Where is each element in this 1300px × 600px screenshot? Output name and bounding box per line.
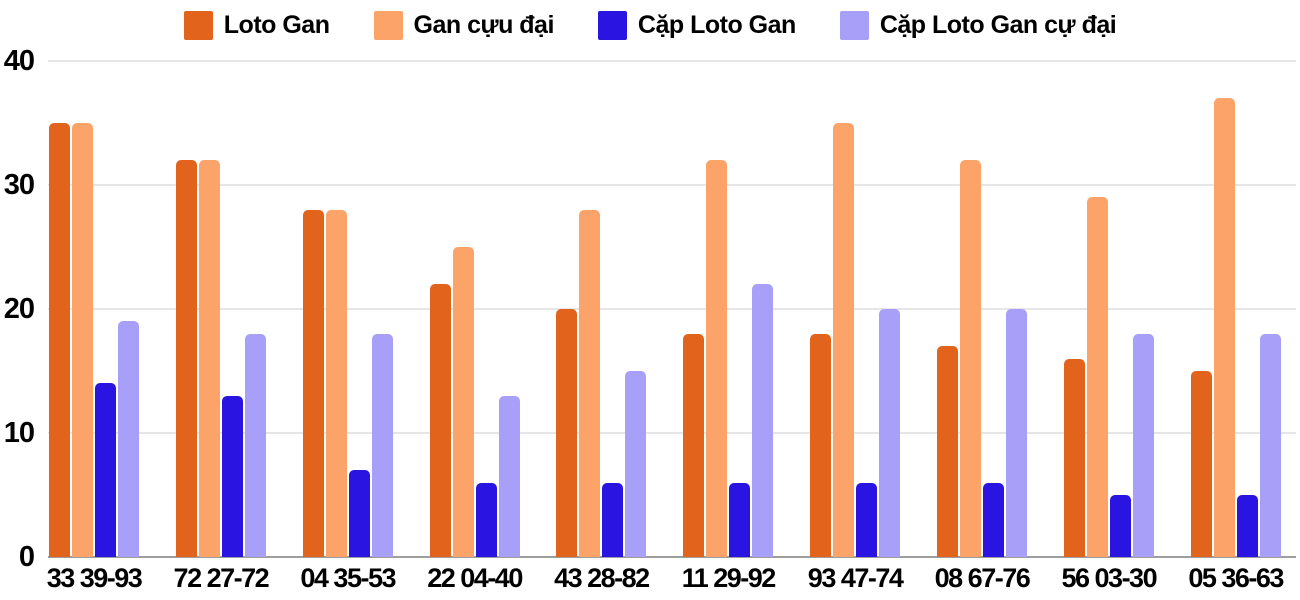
x-category-label: 56 03-30 xyxy=(1061,563,1158,593)
bar-cặp-loto-gan-cự-đại-05-36-63 xyxy=(1259,333,1281,557)
bar-loto-gan-11-29-92 xyxy=(683,333,705,557)
bar-cặp-loto-gan-cự-đại-33-39-93 xyxy=(118,321,139,557)
legend-label: Gan cựu đại xyxy=(413,10,555,39)
bar-gan-cựu-đại-05-36-63 xyxy=(1213,98,1235,557)
x-category-label: 72 27-72 xyxy=(173,563,270,593)
bar-loto-gan-08-67-76 xyxy=(936,346,958,557)
gridline-y30 xyxy=(48,184,1296,186)
x-category-label: 04 35-53 xyxy=(300,563,396,593)
bar-cặp-loto-gan-cự-đại-56-03-30 xyxy=(1132,333,1154,557)
bar-gan-cựu-đại-72-27-72 xyxy=(198,160,220,557)
chart-legend: Loto Gan Gan cựu đại Cặp Loto Gan Cặp Loto … xyxy=(0,6,1300,44)
x-axis-line xyxy=(48,556,1296,558)
bar-gan-cựu-đại-04-35-53 xyxy=(325,209,347,557)
x-category-label: 05 36-63 xyxy=(1188,563,1284,593)
gridline-y40 xyxy=(48,60,1296,62)
y-tick-label: 40 xyxy=(3,45,35,77)
gridline-y10 xyxy=(48,432,1296,434)
bar-loto-gan-05-36-63 xyxy=(1190,371,1212,557)
bar-gan-cựu-đại-93-47-74 xyxy=(833,123,855,557)
legend-item-series-3[interactable]: Cặp Loto Gan cự đại xyxy=(839,10,1117,40)
x-category-label: 43 28-82 xyxy=(554,563,650,593)
bar-cặp-loto-gan-08-67-76 xyxy=(982,482,1004,557)
legend-label: Cặp Loto Gan cự đại xyxy=(879,10,1117,39)
bar-loto-gan-33-39-93 xyxy=(49,123,70,557)
x-category-label: 08 67-76 xyxy=(934,563,1031,593)
y-tick-label: 20 xyxy=(3,293,35,325)
y-tick-label: 30 xyxy=(3,169,35,201)
x-category-label: 33 39-93 xyxy=(46,563,143,593)
legend-label: Loto Gan xyxy=(223,10,330,39)
bar-cặp-loto-gan-11-29-92 xyxy=(729,482,751,557)
bar-loto-gan-04-35-53 xyxy=(302,209,324,557)
legend-swatch-icon xyxy=(597,10,627,40)
bar-gan-cựu-đại-56-03-30 xyxy=(1086,197,1108,557)
bar-cặp-loto-gan-43-28-82 xyxy=(602,482,624,557)
legend-swatch-icon xyxy=(183,10,213,40)
legend-label: Cặp Loto Gan xyxy=(637,10,796,39)
legend-item-series-0[interactable]: Loto Gan xyxy=(183,10,330,40)
legend-swatch-icon xyxy=(373,10,403,40)
bar-cặp-loto-gan-cự-đại-11-29-92 xyxy=(752,284,774,557)
bar-loto-gan-56-03-30 xyxy=(1063,358,1085,557)
bar-loto-gan-43-28-82 xyxy=(556,309,578,557)
bar-cặp-loto-gan-33-39-93 xyxy=(95,383,116,557)
bar-cặp-loto-gan-cự-đại-72-27-72 xyxy=(244,333,266,557)
bar-gan-cựu-đại-22-04-40 xyxy=(452,247,474,557)
legend-swatch-icon xyxy=(839,10,869,40)
bar-cặp-loto-gan-05-36-63 xyxy=(1236,495,1258,557)
legend-item-series-1[interactable]: Gan cựu đại xyxy=(373,10,555,40)
bar-cặp-loto-gan-cự-đại-43-28-82 xyxy=(625,371,647,557)
x-category-label: 11 29-92 xyxy=(681,563,777,593)
bar-gan-cựu-đại-08-67-76 xyxy=(959,160,981,557)
bar-loto-gan-22-04-40 xyxy=(429,284,451,557)
bar-cặp-loto-gan-cự-đại-93-47-74 xyxy=(879,309,901,557)
bar-cặp-loto-gan-93-47-74 xyxy=(856,482,878,557)
y-tick-label: 0 xyxy=(18,541,35,573)
bar-gan-cựu-đại-33-39-93 xyxy=(72,123,93,557)
bar-cặp-loto-gan-cự-đại-04-35-53 xyxy=(371,333,393,557)
x-category-label: 93 47-74 xyxy=(807,563,904,593)
bar-cặp-loto-gan-cự-đại-22-04-40 xyxy=(498,395,520,557)
legend-item-series-2[interactable]: Cặp Loto Gan xyxy=(597,10,796,40)
bar-loto-gan-93-47-74 xyxy=(810,333,832,557)
x-category-label: 22 04-40 xyxy=(427,563,523,593)
bar-loto-gan-72-27-72 xyxy=(175,160,197,557)
y-tick-label: 10 xyxy=(3,417,35,449)
bar-cặp-loto-gan-04-35-53 xyxy=(348,470,370,557)
bar-cặp-loto-gan-cự-đại-08-67-76 xyxy=(1005,309,1027,557)
bar-gan-cựu-đại-43-28-82 xyxy=(579,209,601,557)
gridline-y20 xyxy=(48,308,1296,310)
bar-gan-cựu-đại-11-29-92 xyxy=(706,160,728,557)
bar-cặp-loto-gan-22-04-40 xyxy=(475,482,497,557)
bar-cặp-loto-gan-72-27-72 xyxy=(221,395,243,557)
bar-cặp-loto-gan-56-03-30 xyxy=(1109,495,1131,557)
